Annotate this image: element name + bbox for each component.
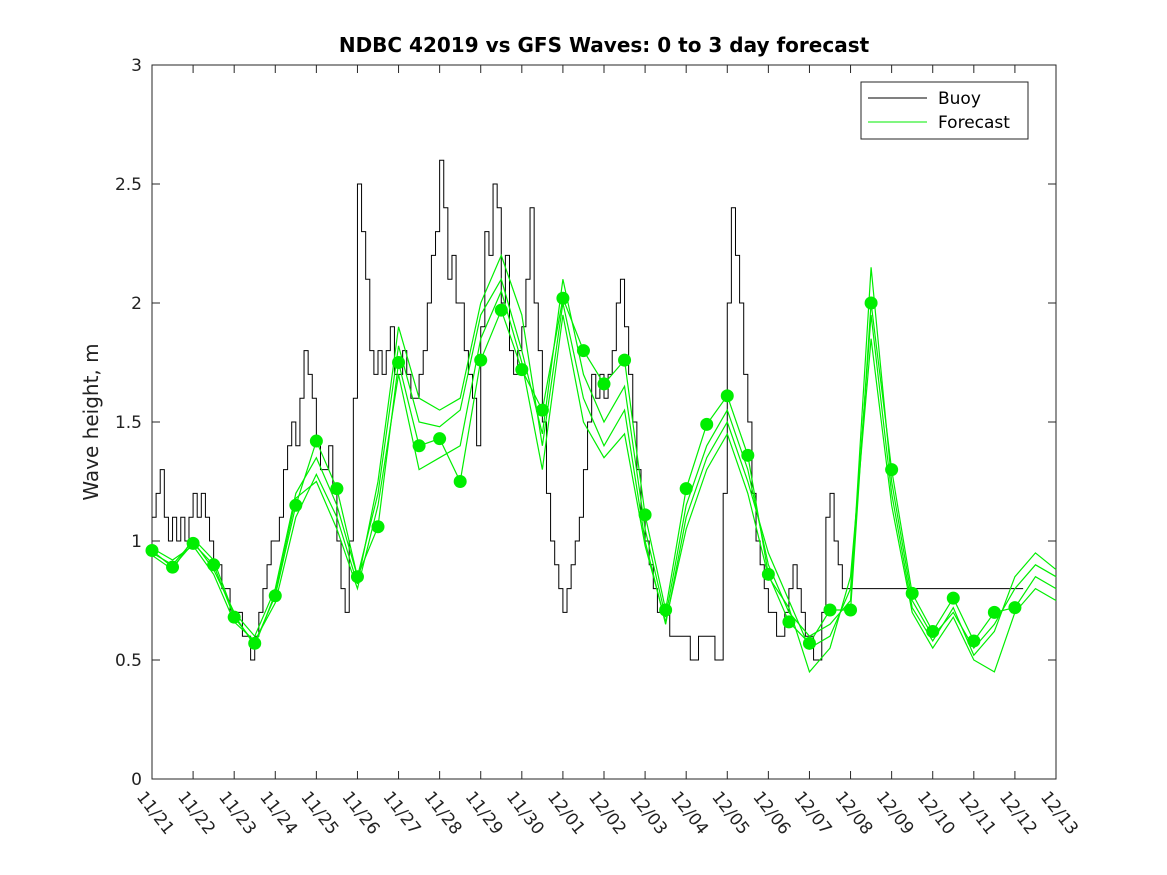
forecast-marker	[494, 303, 508, 317]
y-tick-label: 0	[131, 770, 142, 790]
forecast-marker	[926, 624, 940, 638]
legend: Buoy Forecast	[860, 81, 1029, 140]
forecast-marker	[227, 610, 241, 624]
forecast-marker	[392, 356, 406, 369]
forecast-marker	[905, 586, 919, 600]
y-tick-label: 1	[131, 532, 142, 552]
forecast-marker	[474, 353, 488, 367]
forecast-marker	[638, 508, 652, 522]
forecast-marker	[433, 432, 447, 446]
legend-forecast-label: Forecast	[938, 113, 1010, 133]
forecast-marker	[186, 536, 200, 550]
forecast-marker	[371, 520, 385, 534]
forecast-marker	[597, 377, 611, 391]
legend-buoy-label: Buoy	[938, 89, 981, 109]
forecast-marker	[248, 636, 262, 650]
y-axis: 0 0.5 1 1.5 2 2.5 3	[115, 56, 1056, 790]
forecast-marker	[453, 475, 467, 488]
forecast-marker	[946, 591, 960, 605]
forecast-series-line-4	[151, 289, 1057, 674]
forecast-marker	[412, 439, 426, 453]
forecast-series-line-2	[151, 267, 1057, 650]
y-tick-label: 2.5	[115, 175, 142, 195]
forecast-marker	[700, 417, 714, 431]
y-tick-label: 2	[131, 294, 142, 314]
y-tick-label: 3	[131, 56, 142, 76]
forecast-marker	[330, 482, 344, 496]
forecast-marker	[515, 363, 529, 377]
y-tick-label: 1.5	[115, 413, 142, 433]
forecast-marker	[782, 615, 796, 629]
forecast-marker	[289, 498, 303, 512]
forecast-series-line-3	[151, 253, 1057, 657]
forecast-marker	[535, 403, 549, 417]
y-axis-label: Wave height, m	[79, 343, 103, 500]
forecast-marker	[309, 434, 323, 448]
forecast-marker	[556, 291, 570, 305]
forecast-marker	[864, 296, 878, 310]
forecast-marker	[679, 482, 693, 496]
forecast-marker	[823, 603, 837, 617]
forecast-marker	[741, 448, 755, 462]
forecast-marker	[659, 603, 673, 617]
forecast-marker	[207, 558, 221, 572]
forecast-marker	[844, 603, 858, 617]
forecast-marker	[145, 544, 159, 558]
forecast-marker	[576, 344, 590, 358]
y-tick-label: 0.5	[115, 651, 142, 671]
forecast-marker	[761, 567, 775, 581]
forecast-marker	[967, 634, 981, 648]
forecast-marker	[350, 570, 364, 584]
forecast-marker	[618, 353, 632, 367]
forecast-marker	[166, 560, 180, 574]
legend-box	[860, 81, 1029, 140]
forecast-marker	[987, 605, 1001, 619]
series-layer	[145, 159, 1057, 674]
chart-title: NDBC 42019 vs GFS Waves: 0 to 3 day fore…	[339, 33, 870, 57]
forecast-marker	[720, 389, 734, 403]
forecast-marker	[268, 589, 282, 603]
forecast-marker	[885, 463, 899, 477]
forecast-marker	[802, 636, 816, 650]
forecast-marker	[1008, 601, 1022, 615]
